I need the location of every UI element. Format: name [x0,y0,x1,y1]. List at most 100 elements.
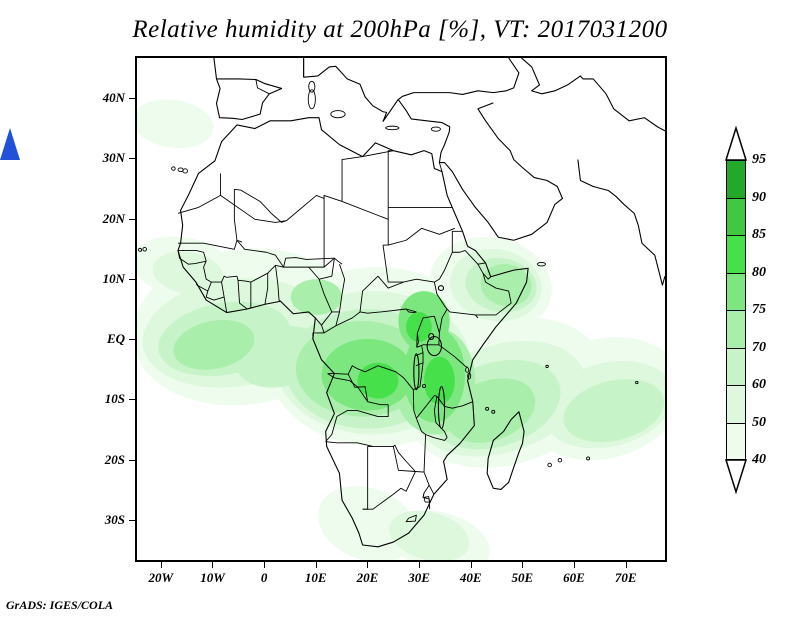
island-outline [491,409,496,414]
map-boundary-line [486,411,525,491]
map-boundary-line [325,404,389,442]
map-boundary-line [521,58,665,132]
map-boundary-line [308,258,335,280]
y-axis-label: EQ [106,331,125,347]
colorbar-band [726,197,746,235]
humidity-contour-region [424,356,455,405]
map-boundary-line [341,156,363,202]
map-boundary-line [347,365,414,390]
colorbar-bands [726,160,746,460]
map-boundary-line [334,373,369,402]
map-boundary-line [438,308,448,345]
map-boundary-line [416,344,439,348]
y-axis-label: 20N [102,210,125,226]
x-axis-tick [367,562,369,568]
map-boundary-line [416,315,440,348]
map-boundary-line [275,265,281,302]
island-outline [422,384,427,389]
humidity-contour-region [563,379,665,443]
humidity-shading-layer [137,99,665,560]
x-axis-label: 0 [260,570,268,585]
island-outline [465,367,470,373]
map-boundary-line [286,194,343,221]
map-boundary-line [405,308,417,314]
island-outline [536,261,547,267]
x-axis-label: 20E [356,570,379,585]
map-boundary-line [367,445,416,472]
map-boundary-line [577,159,665,286]
x-axis-label: 20W [148,570,174,585]
map-boundary-line [436,395,473,409]
map-boundary-line [177,250,207,262]
colorbar-over-arrow-outline [724,125,748,161]
y-axis-tick [129,519,135,521]
x-axis-label: 10W [200,570,225,585]
y-axis-tick [129,218,135,220]
map-boundary-line [438,344,468,368]
map-boundary-line [221,275,237,313]
colorbar-label: 60 [752,377,766,392]
colorbar-label: 50 [752,414,766,430]
humidity-contour-region [357,362,399,399]
map-boundary-line [177,239,243,250]
colorbar-band [726,310,746,348]
colorbar-over-arrow [0,128,20,160]
y-axis-label: 10S [104,391,125,407]
y-axis-label: 40N [102,90,125,106]
map-plot-area [135,56,667,562]
x-axis-label: 60E [563,570,585,585]
map-boundary-line [422,492,425,498]
island-outline [182,168,188,174]
colorbar-label: 95 [752,152,766,167]
colorbar-label: 90 [752,189,766,205]
map-boundary-line [240,189,287,223]
map-boundary-line [434,250,466,283]
humidity-contour-region [406,311,432,342]
map-boundary-line [415,345,424,357]
colorbar-label: 70 [752,339,766,355]
y-axis-tick [129,339,135,341]
map-boundary-line [393,444,416,472]
island-outline [142,246,147,252]
map-boundary-line [237,280,248,310]
island-outline [557,457,563,463]
colorbar-band [726,160,746,198]
x-axis-tick [264,562,266,568]
lake-outline [413,353,420,391]
map-boundary-line [387,150,394,220]
humidity-contour-region [137,99,214,149]
map-boundary-line [415,332,419,348]
island-outline [307,89,316,110]
colorbar-band [726,272,746,310]
y-axis-tick [129,158,135,160]
page-title: Relative humidity at 200hPa [%], VT: 201… [132,16,668,43]
humidity-contour-region [290,279,343,315]
humidity-contour-region [446,378,536,443]
map-boundary-line [233,189,241,241]
y-axis-label: 10N [102,270,125,286]
map-boundary-line [382,244,404,283]
colorbar-label: 40 [752,452,766,467]
colorbar-under-arrow-outline [724,459,748,495]
y-axis-label: 20S [104,451,125,467]
island-outline [138,247,143,252]
x-axis-tick [419,562,421,568]
island-outline [586,456,591,461]
island-outline [485,406,490,411]
map-boundary-line [205,290,225,301]
map-boundary-line [474,273,512,319]
map-boundary-line [451,230,463,253]
island-outline [467,372,472,380]
map-boundary-line [247,282,252,310]
map-boundary-line [415,418,448,441]
map-boundary-line [203,261,222,283]
lake-outline [437,285,445,292]
x-axis-tick [212,562,214,568]
map-boundary-line [413,362,424,391]
map-boundary-line [323,195,343,268]
y-axis-tick [129,399,135,401]
x-axis-label: 10E [304,570,327,585]
map-boundary-line [477,263,492,280]
x-axis-tick [574,562,576,568]
map-boundary-line [405,514,417,523]
